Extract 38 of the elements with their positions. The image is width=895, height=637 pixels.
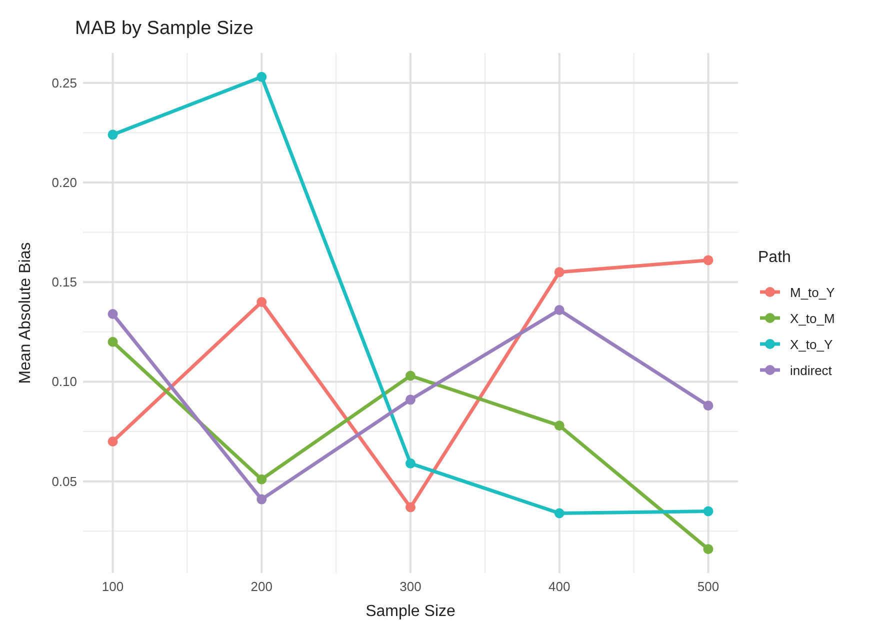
x-tick-label: 200 — [250, 579, 272, 594]
y-tick-label: 0.25 — [52, 75, 77, 90]
point — [554, 267, 564, 278]
y-tick-label: 0.15 — [52, 274, 77, 290]
legend-label: X_to_Y — [790, 337, 833, 352]
y-tick-label: 0.05 — [52, 474, 77, 489]
point — [406, 502, 416, 512]
point — [554, 508, 564, 518]
point — [554, 305, 564, 316]
legend-label: X_to_M — [790, 311, 835, 326]
x-tick-label: 300 — [400, 579, 422, 594]
point — [703, 544, 714, 554]
point — [703, 400, 714, 411]
chart-title: MAB by Sample Size — [75, 18, 254, 39]
y-axis-title: Mean Absolute Bias — [17, 242, 34, 384]
point — [108, 436, 118, 447]
x-tick-label: 400 — [548, 579, 570, 594]
legend-label: M_to_Y — [790, 285, 836, 300]
point — [703, 255, 714, 266]
point — [256, 494, 267, 504]
point — [108, 308, 118, 319]
point — [256, 297, 267, 308]
point — [108, 130, 118, 140]
point — [256, 474, 267, 484]
point — [703, 506, 714, 516]
x-tick-label: 100 — [102, 579, 124, 594]
point — [108, 336, 118, 347]
point — [406, 394, 416, 405]
y-tick-label: 0.10 — [52, 374, 77, 390]
point — [256, 72, 267, 82]
legend-title: Path — [758, 249, 791, 266]
point — [406, 458, 416, 468]
y-tick-label: 0.20 — [52, 175, 77, 190]
point — [554, 420, 564, 431]
x-tick-label: 500 — [697, 579, 720, 594]
point — [406, 370, 416, 381]
legend-label: indirect — [790, 363, 832, 378]
x-axis-title: Sample Size — [366, 603, 456, 620]
